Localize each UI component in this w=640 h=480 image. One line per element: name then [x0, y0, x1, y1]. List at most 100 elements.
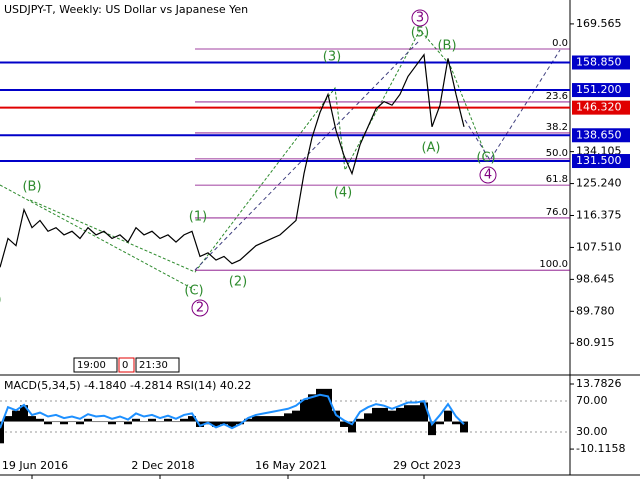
wave-label: (C) [184, 284, 203, 299]
wave-label: (B) [22, 180, 41, 195]
wave-label: 4 [484, 168, 492, 183]
level-label-bg [572, 83, 630, 98]
macd-bar [148, 418, 156, 422]
wave-circle [191, 299, 209, 317]
wave-label: (B) [437, 39, 456, 54]
macd-bar [460, 421, 468, 433]
macd-bar [380, 407, 388, 422]
macd-bar [340, 421, 348, 427]
wave-label: (A) [0, 293, 2, 308]
level-label: 146.320 [576, 101, 622, 114]
fib-label: 23.6 [546, 91, 568, 102]
wave-label: (5) [411, 26, 429, 41]
level-label-bg [572, 100, 630, 115]
macd-bar [180, 418, 188, 422]
macd-bar [444, 410, 452, 422]
macd-bar [436, 421, 444, 425]
y-tick-label: 98.645 [576, 272, 615, 285]
wave-label: 3 [416, 11, 424, 26]
macd-bar [172, 421, 180, 423]
level-label-bg [572, 128, 630, 143]
macd-bar [44, 421, 52, 425]
macd-bar [284, 413, 292, 422]
macd-bar [428, 421, 436, 436]
macd-bar [0, 421, 4, 444]
time-label: 0 [122, 360, 128, 371]
macd-bar [12, 410, 20, 422]
macd-bar [420, 402, 428, 422]
projection [194, 39, 561, 271]
macd-bar [68, 421, 76, 423]
y-tick-label: 89.780 [576, 304, 615, 317]
macd-bar [276, 416, 284, 422]
macd-bar [220, 421, 228, 425]
macd-bar [364, 413, 372, 422]
macd-bar [124, 421, 132, 425]
level-label: 151.200 [576, 83, 622, 96]
fib-label: 61.8 [546, 174, 568, 185]
y-tick-label: 125.240 [576, 177, 622, 190]
macd-bar [60, 421, 68, 425]
wave-label: 2 [196, 301, 204, 316]
macd-bar [292, 410, 300, 422]
y2-tick-label: 70.00 [576, 394, 608, 407]
macd-bar [300, 399, 308, 422]
macd-bar [404, 405, 412, 422]
x-tick-label: 19 Jun 2016 [2, 459, 68, 472]
macd-bar [412, 405, 420, 422]
indicator-label: MACD(5,34,5) -4.1840 -4.2814 RSI(14) 40.… [4, 379, 251, 392]
macd-bar [452, 421, 460, 425]
y-tick-label: 13.7826 [576, 377, 622, 390]
wave-label: (3) [323, 50, 341, 65]
rsi-line [0, 393, 465, 430]
macd-bar [308, 394, 316, 422]
x-tick-label: 2 Dec 2018 [131, 459, 194, 472]
wave-label: (1) [189, 210, 207, 225]
level-label-bg [572, 55, 630, 70]
macd-bar [324, 388, 332, 422]
time-label: 21:30 [139, 360, 168, 371]
macd-bar [116, 421, 124, 423]
macd-bar [156, 421, 164, 423]
macd-bar [20, 405, 28, 422]
macd-bar [236, 421, 244, 425]
macd-bar [388, 410, 396, 422]
level-label: 131.500 [576, 154, 622, 167]
y2-tick-label: 30.00 [576, 425, 608, 438]
x-tick-label: 29 Oct 2023 [393, 459, 461, 472]
level-label: 138.650 [576, 128, 622, 141]
y-tick-label: 116.375 [576, 209, 622, 222]
chart-title: USDJPY-T, Weekly: US Dollar vs Japanese … [4, 3, 248, 16]
wave-label: (4) [334, 186, 352, 201]
y-tick-label: -10.1158 [576, 442, 625, 455]
macd-bar [36, 418, 44, 422]
macd-bar [52, 421, 60, 423]
macd-bar [28, 416, 36, 422]
time-label: 19:00 [77, 360, 106, 371]
macd-bar [356, 418, 364, 422]
macd-bar [100, 421, 108, 423]
macd-bar [212, 421, 220, 427]
wave-label: (2) [229, 275, 247, 290]
macd-bar [268, 416, 276, 422]
macd-bar [348, 421, 356, 433]
fib-label: 0.0 [552, 38, 568, 49]
time-box [73, 357, 118, 373]
fib-label: 38.2 [546, 122, 568, 133]
level-label: 158.850 [576, 56, 622, 69]
time-box [118, 357, 135, 373]
time-box [135, 357, 180, 373]
wave-guides [0, 29, 488, 291]
macd-bar [4, 416, 12, 422]
wave-label: (A) [421, 141, 440, 156]
macd-bar [92, 421, 100, 423]
level-label-bg [572, 154, 630, 169]
macd-bar [164, 418, 172, 422]
macd-bar [228, 421, 236, 427]
macd-bar [188, 416, 196, 422]
macd-bar [316, 388, 324, 422]
macd-bar [244, 418, 252, 422]
macd-bar [108, 421, 116, 425]
macd-bar [260, 416, 268, 422]
